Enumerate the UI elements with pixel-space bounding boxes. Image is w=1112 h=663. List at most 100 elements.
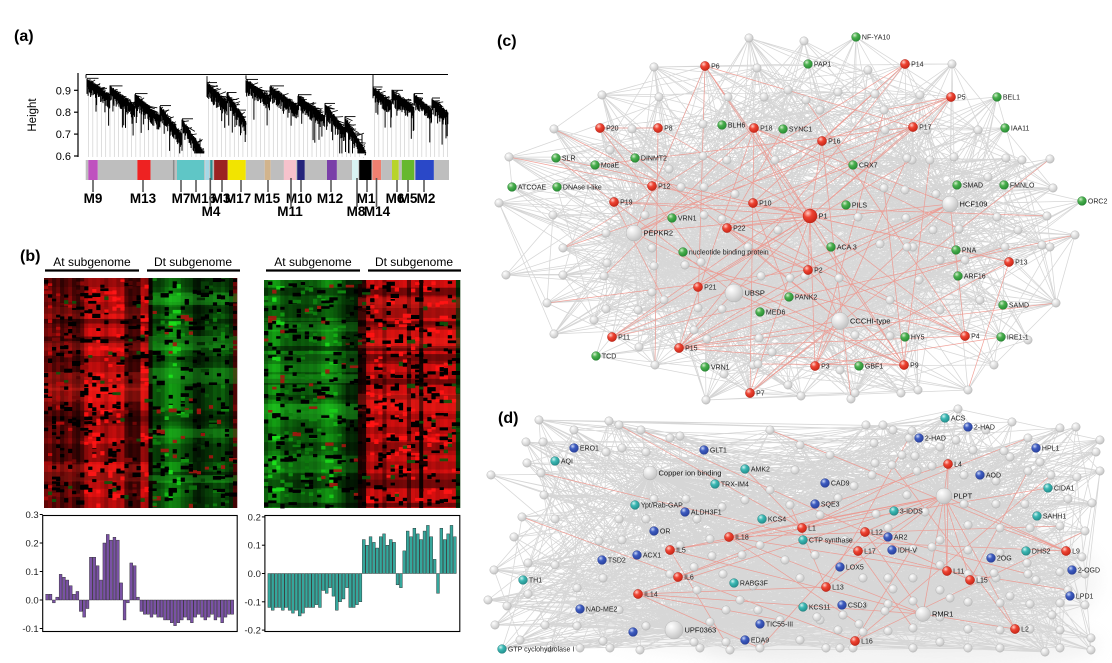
svg-text:0.7: 0.7 bbox=[56, 129, 71, 141]
svg-text:TSD2: TSD2 bbox=[608, 558, 626, 565]
svg-text:P2: P2 bbox=[814, 268, 823, 275]
svg-text:M13: M13 bbox=[130, 191, 157, 206]
svg-text:IDH-V: IDH-V bbox=[898, 548, 917, 555]
svg-text:LPD1: LPD1 bbox=[1076, 594, 1094, 601]
svg-text:0.2: 0.2 bbox=[248, 512, 261, 523]
svg-text:VRN1: VRN1 bbox=[678, 216, 697, 223]
svg-text:IRE1-1: IRE1-1 bbox=[1007, 335, 1029, 342]
svg-text:M17: M17 bbox=[225, 191, 251, 206]
svg-text:LOX5: LOX5 bbox=[846, 565, 864, 572]
svg-text:DINMT2: DINMT2 bbox=[641, 156, 667, 163]
svg-text:P5: P5 bbox=[957, 95, 966, 102]
svg-text:At subgenome: At subgenome bbox=[274, 255, 352, 269]
svg-text:ATCOAE: ATCOAE bbox=[518, 185, 547, 192]
svg-text:ACA 3: ACA 3 bbox=[837, 245, 857, 252]
svg-text:0.8: 0.8 bbox=[56, 107, 71, 119]
svg-text:P15: P15 bbox=[685, 346, 698, 353]
svg-text:MoaE: MoaE bbox=[601, 163, 620, 170]
svg-text:ERO1: ERO1 bbox=[580, 446, 599, 453]
svg-text:CRX7: CRX7 bbox=[859, 163, 878, 170]
svg-text:L15: L15 bbox=[976, 578, 988, 585]
svg-text:P11: P11 bbox=[618, 335, 630, 342]
svg-text:L1: L1 bbox=[808, 526, 816, 533]
svg-text:UBSP: UBSP bbox=[745, 289, 765, 298]
svg-text:P20: P20 bbox=[606, 126, 619, 133]
svg-text:-0.1: -0.1 bbox=[245, 597, 261, 608]
svg-text:M9: M9 bbox=[84, 191, 103, 206]
svg-text:L2: L2 bbox=[1021, 627, 1029, 634]
svg-text:M7: M7 bbox=[172, 191, 191, 206]
svg-text:HY5: HY5 bbox=[911, 335, 925, 342]
svg-text:ACS: ACS bbox=[951, 416, 966, 423]
svg-text:TCD: TCD bbox=[602, 354, 616, 361]
svg-text:ORC2: ORC2 bbox=[1088, 199, 1108, 206]
svg-text:TH1: TH1 bbox=[529, 578, 542, 585]
svg-text:P22: P22 bbox=[733, 226, 746, 233]
svg-text:SQE3: SQE3 bbox=[821, 502, 840, 509]
svg-text:L11: L11 bbox=[953, 569, 964, 576]
svg-text:KCS11: KCS11 bbox=[809, 605, 831, 612]
svg-text:P10: P10 bbox=[759, 201, 772, 208]
svg-text:EDA9: EDA9 bbox=[751, 638, 769, 645]
svg-text:nucleotide binding protein: nucleotide binding protein bbox=[689, 250, 769, 257]
svg-text:CCCHI-type: CCCHI-type bbox=[850, 317, 890, 326]
svg-text:M3: M3 bbox=[212, 191, 231, 206]
svg-text:IAA11: IAA11 bbox=[1011, 126, 1030, 133]
svg-text:P16: P16 bbox=[828, 139, 841, 146]
svg-text:ACX1: ACX1 bbox=[643, 553, 661, 560]
svg-text:NF-YA10: NF-YA10 bbox=[862, 35, 890, 42]
svg-text:P9: P9 bbox=[910, 363, 919, 370]
svg-text:Ypt/Rab-GAP: Ypt/Rab-GAP bbox=[641, 503, 683, 510]
svg-text:0.6: 0.6 bbox=[56, 151, 71, 163]
svg-text:PANK2: PANK2 bbox=[795, 295, 818, 302]
svg-text:SAMD: SAMD bbox=[1009, 303, 1029, 310]
svg-text:2OG: 2OG bbox=[997, 556, 1012, 563]
svg-text:Dt subgenome: Dt subgenome bbox=[375, 255, 453, 269]
svg-text:2-OGD: 2-OGD bbox=[1078, 568, 1100, 575]
svg-text:CAD9: CAD9 bbox=[831, 481, 850, 488]
svg-text:AR2: AR2 bbox=[894, 535, 908, 542]
svg-text:VRN1: VRN1 bbox=[711, 365, 730, 372]
svg-text:M11: M11 bbox=[277, 204, 303, 219]
svg-text:DNAse I-like: DNAse I-like bbox=[563, 185, 602, 192]
svg-text:M1: M1 bbox=[357, 191, 376, 206]
svg-text:RMR1: RMR1 bbox=[932, 610, 953, 619]
svg-text:PEPKR2: PEPKR2 bbox=[644, 229, 674, 238]
svg-text:P4: P4 bbox=[971, 334, 980, 341]
svg-text:3-IDDS: 3-IDDS bbox=[900, 509, 923, 516]
svg-text:BLH6: BLH6 bbox=[728, 123, 746, 130]
svg-text:CIDA1: CIDA1 bbox=[1054, 486, 1075, 493]
svg-text:-0.1: -0.1 bbox=[22, 624, 38, 635]
svg-text:CSD3: CSD3 bbox=[848, 603, 867, 610]
svg-text:DHS2: DHS2 bbox=[1032, 549, 1051, 556]
svg-text:IL5: IL5 bbox=[676, 548, 686, 555]
svg-text:OR: OR bbox=[660, 529, 671, 536]
svg-text:P3: P3 bbox=[821, 364, 830, 371]
svg-text:ARF16: ARF16 bbox=[964, 274, 986, 281]
svg-text:P17: P17 bbox=[919, 125, 932, 132]
svg-text:M4: M4 bbox=[202, 204, 221, 219]
svg-text:0.2: 0.2 bbox=[25, 539, 38, 550]
svg-text:P1: P1 bbox=[819, 212, 828, 221]
svg-text:BEL1: BEL1 bbox=[1003, 95, 1020, 102]
svg-text:At subgenome: At subgenome bbox=[53, 255, 131, 269]
svg-text:AQI: AQI bbox=[561, 459, 573, 466]
svg-text:PAP1: PAP1 bbox=[814, 62, 831, 69]
svg-text:SAHH1: SAHH1 bbox=[1043, 514, 1066, 521]
svg-text:L9: L9 bbox=[1072, 549, 1080, 556]
svg-text:IL6: IL6 bbox=[684, 575, 694, 582]
svg-text:Dt subgenome: Dt subgenome bbox=[154, 255, 232, 269]
svg-text:KCS4: KCS4 bbox=[768, 517, 786, 524]
svg-text:GTP cyclohydrolase I: GTP cyclohydrolase I bbox=[508, 647, 574, 654]
svg-text:PNA: PNA bbox=[962, 248, 977, 255]
svg-text:PLPT: PLPT bbox=[954, 492, 973, 501]
svg-text:0.1: 0.1 bbox=[25, 567, 38, 578]
svg-text:P18: P18 bbox=[760, 126, 773, 133]
svg-text:HCF109: HCF109 bbox=[960, 200, 988, 209]
svg-text:2-HAD: 2-HAD bbox=[925, 436, 946, 443]
svg-text:UPF0363: UPF0363 bbox=[685, 626, 717, 635]
svg-text:P8: P8 bbox=[664, 126, 673, 133]
svg-text:L13: L13 bbox=[832, 585, 844, 592]
svg-text:M15: M15 bbox=[254, 191, 281, 206]
svg-text:GLT1: GLT1 bbox=[710, 448, 727, 455]
